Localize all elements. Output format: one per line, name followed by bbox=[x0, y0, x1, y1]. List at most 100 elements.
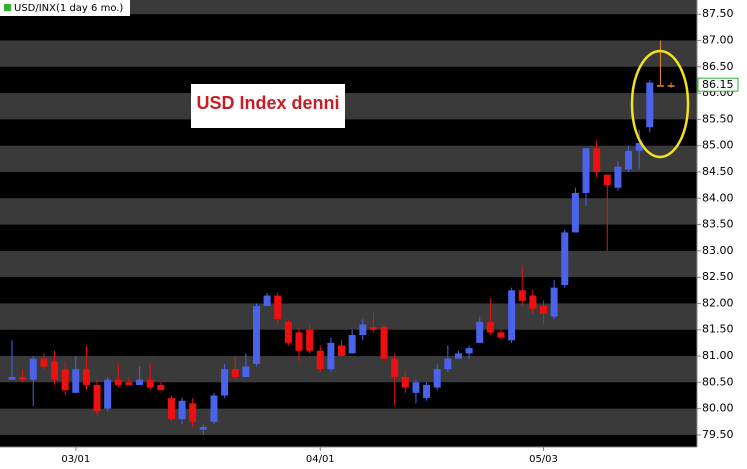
candle-body bbox=[93, 384, 101, 412]
grid-band bbox=[0, 93, 697, 120]
candle-body bbox=[274, 295, 282, 320]
candle-body bbox=[51, 361, 59, 380]
x-tick-label: 03/01 bbox=[61, 454, 90, 465]
candle-body bbox=[603, 174, 611, 186]
candle-body bbox=[72, 369, 80, 393]
candle-body bbox=[295, 332, 303, 351]
annotation-box bbox=[191, 84, 345, 128]
candle-body bbox=[252, 306, 260, 364]
candle-body bbox=[454, 353, 462, 359]
candle-body bbox=[8, 377, 16, 380]
candle-body bbox=[412, 382, 420, 393]
candle-body bbox=[221, 369, 229, 396]
candle-body bbox=[306, 329, 314, 351]
candle-body bbox=[61, 369, 69, 391]
y-tick-label: 80.50 bbox=[702, 375, 734, 388]
candle-body bbox=[199, 427, 207, 430]
y-tick-label: 84.00 bbox=[702, 191, 734, 204]
candle-body bbox=[423, 384, 431, 399]
y-tick-label: 81.00 bbox=[702, 349, 734, 362]
candle-body bbox=[348, 334, 356, 354]
y-tick-label: 82.00 bbox=[702, 296, 734, 309]
candle-body bbox=[465, 348, 473, 354]
candle-body bbox=[82, 369, 90, 385]
candle-body bbox=[593, 148, 601, 172]
last-value-label: 86.15 bbox=[702, 78, 734, 91]
y-tick-label: 83.50 bbox=[702, 218, 734, 231]
candle-body bbox=[433, 369, 441, 388]
legend-box bbox=[0, 0, 130, 16]
candle-body bbox=[231, 369, 239, 378]
candle-body bbox=[19, 377, 27, 380]
candle-body bbox=[178, 400, 186, 420]
y-tick-label: 87.00 bbox=[702, 33, 734, 46]
y-tick-label: 87.50 bbox=[702, 7, 734, 20]
candle-body bbox=[338, 345, 346, 357]
candle-body bbox=[157, 384, 165, 391]
grid-band bbox=[0, 198, 697, 225]
candle-body bbox=[146, 379, 154, 388]
candle-body bbox=[136, 379, 144, 385]
y-tick-label: 83.00 bbox=[702, 244, 734, 257]
candle-body bbox=[508, 290, 516, 341]
grid-band bbox=[0, 250, 697, 278]
chart-title: USD/INX(1 day 6 mo.) bbox=[14, 3, 123, 14]
y-tick-label: 86.50 bbox=[702, 60, 734, 73]
grid-band bbox=[0, 0, 697, 15]
candle-body bbox=[656, 85, 664, 87]
candle-body bbox=[486, 321, 494, 333]
candle-body bbox=[550, 287, 558, 317]
x-tick-label: 05/03 bbox=[529, 454, 558, 465]
candle-body bbox=[635, 143, 643, 151]
grid-band bbox=[0, 145, 697, 172]
y-tick-label: 81.50 bbox=[702, 323, 734, 336]
candle-body bbox=[210, 395, 218, 422]
candle-body bbox=[114, 379, 122, 385]
candle-body bbox=[40, 358, 48, 367]
x-tick-label: 04/01 bbox=[306, 454, 335, 465]
candle-body bbox=[104, 379, 112, 409]
y-tick-label: 85.50 bbox=[702, 112, 734, 125]
candle-body bbox=[497, 332, 505, 338]
annotation: USD Index denni bbox=[196, 93, 339, 113]
grid-band bbox=[0, 303, 697, 330]
candle-body bbox=[263, 295, 271, 307]
candle-body bbox=[540, 306, 547, 314]
candle-body bbox=[667, 85, 675, 87]
candle-body bbox=[401, 377, 409, 388]
candle-body bbox=[518, 290, 526, 301]
candle-body bbox=[571, 192, 579, 233]
grid-band bbox=[0, 356, 697, 383]
candle-body bbox=[646, 82, 654, 128]
candle-body bbox=[242, 366, 250, 378]
candle-body bbox=[380, 327, 388, 359]
y-tick-label: 80.00 bbox=[702, 402, 734, 415]
legend-swatch bbox=[4, 4, 11, 11]
candle-body bbox=[476, 321, 484, 343]
grid-band bbox=[0, 408, 697, 435]
y-tick-label: 84.50 bbox=[702, 165, 734, 178]
candle-body bbox=[125, 382, 133, 385]
candle-body bbox=[625, 150, 633, 170]
candle-body bbox=[444, 358, 452, 370]
grid-band bbox=[0, 40, 697, 67]
candle-body bbox=[529, 295, 537, 309]
y-tick-label: 82.50 bbox=[702, 270, 734, 283]
candle-body bbox=[369, 327, 377, 330]
candle-body bbox=[327, 342, 335, 370]
y-tick-label: 85.00 bbox=[702, 139, 734, 152]
candle-body bbox=[316, 350, 324, 370]
candle-body bbox=[561, 232, 569, 286]
candle-body bbox=[284, 321, 292, 343]
candle-body bbox=[189, 403, 197, 422]
last-value-box bbox=[697, 77, 739, 92]
candle-body bbox=[359, 324, 367, 335]
candle-body bbox=[391, 358, 399, 378]
highlight-ellipse bbox=[630, 49, 690, 159]
candle-body bbox=[167, 398, 175, 420]
candle-body bbox=[614, 166, 622, 188]
y-tick-label: 79.50 bbox=[702, 428, 734, 441]
candle-body bbox=[582, 148, 590, 193]
candle-body bbox=[29, 358, 37, 380]
